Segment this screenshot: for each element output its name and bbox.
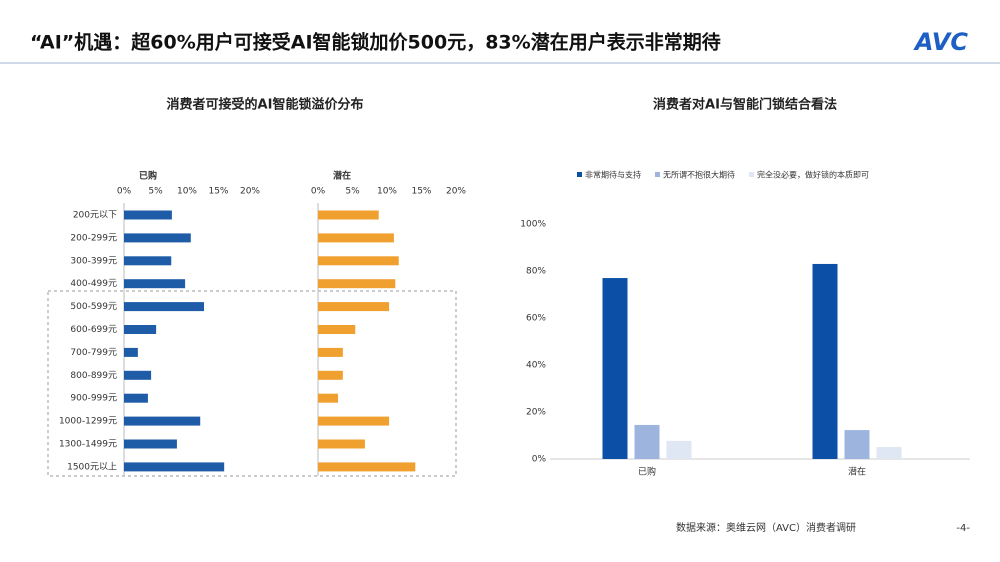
logo: AVC — [913, 28, 969, 56]
y-tick-label: 100% — [520, 220, 546, 230]
legend-label: 完全没必要，做好锁的本质即可 — [757, 170, 869, 180]
bar — [124, 279, 186, 289]
legend-swatch — [577, 172, 582, 177]
bar — [318, 279, 396, 289]
category-label: 500-599元 — [70, 302, 117, 312]
x-tick-label: 0% — [311, 187, 326, 197]
chart-title: 消费者对AI与智能门锁结合看法 — [653, 97, 837, 113]
x-tick-label: 10% — [177, 187, 197, 197]
bar — [634, 424, 660, 459]
y-tick-label: 60% — [526, 314, 546, 324]
bar — [124, 416, 201, 426]
category-label: 1300-1499元 — [59, 440, 117, 450]
source-note: 数据来源：奥维云网（AVC）消费者调研 — [676, 521, 856, 534]
legend-swatch — [655, 172, 660, 177]
bar — [124, 325, 157, 334]
highlight-box — [47, 290, 457, 477]
x-tick-label: 15% — [411, 187, 431, 197]
bar — [124, 462, 225, 472]
bar — [318, 393, 339, 403]
bar — [124, 210, 172, 220]
bar — [666, 440, 692, 459]
bar — [844, 430, 870, 459]
bar — [318, 439, 365, 449]
bar — [318, 347, 343, 357]
category-label: 1500元以上 — [67, 461, 117, 472]
bar — [318, 370, 343, 380]
y-tick-label: 20% — [526, 408, 546, 418]
bar — [318, 462, 416, 472]
x-tick-label: 5% — [148, 187, 163, 197]
legend-swatch — [749, 172, 754, 177]
bar — [124, 302, 205, 312]
x-tick-label: 5% — [345, 187, 360, 197]
x-tick-label: 15% — [208, 187, 228, 197]
bar — [318, 210, 379, 220]
bar — [124, 393, 148, 403]
category-label: 400-499元 — [70, 279, 117, 289]
x-tick-label: 已购 — [638, 466, 656, 478]
slide-title: “AI”机遇：超60%用户可接受AI智能锁加价500元，83%潜在用户表示非常期… — [30, 31, 721, 54]
category-label: 900-999元 — [70, 394, 117, 404]
y-tick-label: 0% — [532, 455, 547, 465]
bar — [124, 233, 191, 243]
bar — [876, 447, 902, 459]
bar — [318, 325, 356, 334]
bar — [812, 263, 838, 459]
bar — [602, 278, 628, 459]
bar — [124, 370, 152, 380]
chart-title: 消费者可接受的AI智能锁溢价分布 — [167, 97, 364, 113]
category-label: 200元以下 — [73, 211, 117, 221]
bar — [124, 439, 177, 449]
legend-label: 无所谓不抱很大期待 — [663, 170, 735, 180]
x-tick-label: 20% — [446, 187, 466, 197]
bar — [124, 347, 138, 357]
category-label: 800-899元 — [70, 371, 117, 381]
category-label: 600-699元 — [70, 325, 117, 335]
bar — [318, 256, 399, 266]
bar — [318, 302, 390, 312]
category-label: 200-299元 — [70, 233, 117, 243]
x-tick-label: 0% — [117, 187, 132, 197]
category-label: 1000-1299元 — [59, 417, 117, 427]
legend-label: 非常期待与支持 — [585, 170, 641, 180]
y-tick-label: 40% — [526, 361, 546, 371]
category-label: 700-799元 — [70, 348, 117, 358]
bar — [318, 416, 390, 426]
panel-label: 潜在 — [333, 170, 351, 182]
y-tick-label: 80% — [526, 267, 546, 277]
panel-label: 已购 — [139, 170, 157, 182]
bar — [318, 233, 394, 243]
x-tick-label: 20% — [240, 187, 260, 197]
bar — [124, 256, 172, 266]
x-tick-label: 潜在 — [848, 466, 866, 478]
x-tick-label: 10% — [377, 187, 397, 197]
category-label: 300-399元 — [70, 256, 117, 266]
page-number: -4- — [956, 523, 970, 534]
